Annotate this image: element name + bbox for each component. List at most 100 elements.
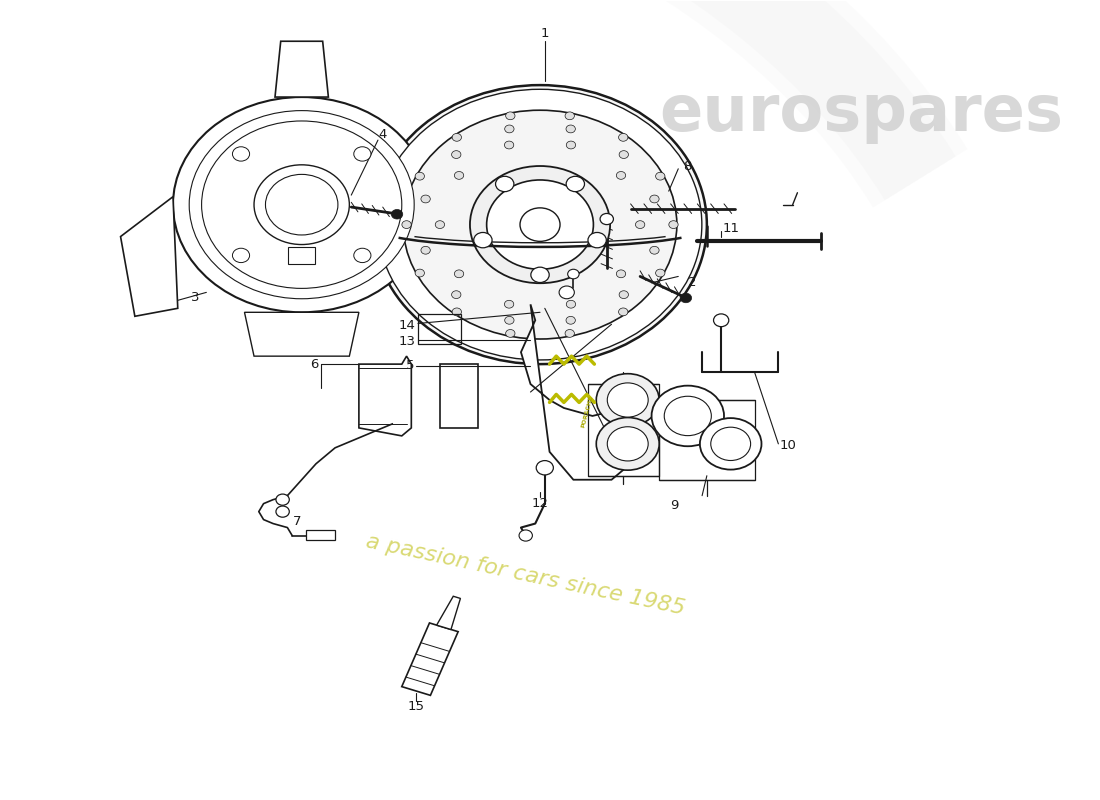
Text: 15: 15 — [408, 701, 425, 714]
Circle shape — [232, 248, 250, 262]
Text: 8: 8 — [683, 160, 692, 173]
Circle shape — [566, 316, 575, 324]
Polygon shape — [359, 356, 411, 436]
Polygon shape — [402, 623, 458, 695]
Circle shape — [454, 270, 464, 278]
Circle shape — [378, 90, 702, 360]
Circle shape — [404, 110, 676, 339]
Circle shape — [711, 427, 750, 461]
Circle shape — [173, 97, 430, 312]
Circle shape — [436, 221, 444, 229]
Circle shape — [276, 506, 289, 517]
Circle shape — [607, 383, 648, 417]
Text: 2: 2 — [689, 276, 696, 290]
Circle shape — [664, 396, 712, 436]
Bar — [659, 400, 755, 480]
Polygon shape — [275, 42, 329, 97]
Circle shape — [486, 180, 593, 270]
Circle shape — [415, 269, 425, 277]
Circle shape — [566, 125, 575, 133]
Circle shape — [650, 246, 659, 254]
Circle shape — [618, 134, 628, 142]
Circle shape — [616, 171, 626, 179]
Circle shape — [495, 176, 514, 192]
Text: 13: 13 — [398, 335, 415, 348]
Text: eurospares: eurospares — [659, 82, 1064, 144]
Text: 5: 5 — [406, 359, 415, 372]
Circle shape — [415, 172, 425, 180]
Circle shape — [619, 150, 628, 158]
Circle shape — [506, 112, 515, 120]
Circle shape — [421, 246, 430, 254]
Circle shape — [566, 300, 575, 308]
Circle shape — [254, 165, 350, 245]
Polygon shape — [307, 530, 336, 539]
Text: PORSCHE: PORSCHE — [581, 395, 594, 429]
Text: 14: 14 — [398, 318, 415, 331]
Text: 6: 6 — [310, 358, 319, 370]
Text: 12: 12 — [531, 497, 549, 510]
Polygon shape — [437, 596, 461, 630]
Circle shape — [650, 195, 659, 203]
Circle shape — [566, 141, 575, 149]
Circle shape — [700, 418, 761, 470]
Text: 1: 1 — [540, 26, 549, 40]
Circle shape — [201, 121, 402, 288]
Text: 10: 10 — [780, 439, 796, 452]
Polygon shape — [440, 364, 478, 428]
Circle shape — [566, 176, 584, 192]
Circle shape — [618, 308, 628, 316]
Text: a passion for cars since 1985: a passion for cars since 1985 — [364, 532, 688, 619]
Circle shape — [616, 270, 626, 278]
Circle shape — [232, 146, 250, 161]
Circle shape — [452, 308, 462, 316]
Circle shape — [568, 270, 579, 279]
Circle shape — [588, 233, 606, 248]
Circle shape — [506, 330, 515, 338]
Text: 9: 9 — [670, 498, 679, 512]
Text: 4: 4 — [378, 128, 387, 141]
Circle shape — [596, 418, 659, 470]
Circle shape — [565, 112, 574, 120]
Circle shape — [656, 269, 664, 277]
Circle shape — [505, 125, 514, 133]
Circle shape — [452, 134, 462, 142]
Bar — [587, 384, 659, 476]
Circle shape — [452, 150, 461, 158]
Circle shape — [505, 141, 514, 149]
Circle shape — [669, 221, 679, 229]
Circle shape — [531, 267, 549, 282]
Circle shape — [454, 171, 464, 179]
Circle shape — [276, 494, 289, 506]
Text: 7: 7 — [293, 514, 301, 528]
Circle shape — [452, 290, 461, 298]
Circle shape — [402, 221, 411, 229]
Bar — [288, 247, 315, 265]
Text: 3: 3 — [190, 291, 199, 305]
Text: 11: 11 — [723, 222, 739, 235]
Polygon shape — [521, 304, 640, 480]
Circle shape — [636, 221, 645, 229]
Circle shape — [619, 290, 628, 298]
Circle shape — [651, 386, 724, 446]
Circle shape — [607, 426, 648, 461]
Circle shape — [565, 330, 574, 338]
Circle shape — [714, 314, 729, 326]
Circle shape — [601, 214, 614, 225]
Polygon shape — [244, 312, 359, 356]
Bar — [418, 314, 461, 344]
Circle shape — [354, 146, 371, 161]
Circle shape — [421, 195, 430, 203]
Circle shape — [189, 110, 415, 298]
Circle shape — [392, 210, 403, 219]
Circle shape — [354, 248, 371, 262]
Circle shape — [656, 172, 664, 180]
Circle shape — [373, 85, 707, 364]
Circle shape — [559, 286, 574, 298]
Circle shape — [519, 530, 532, 541]
Circle shape — [596, 374, 659, 426]
Circle shape — [520, 208, 560, 242]
Circle shape — [505, 316, 514, 324]
Circle shape — [536, 461, 553, 475]
Circle shape — [474, 233, 492, 248]
